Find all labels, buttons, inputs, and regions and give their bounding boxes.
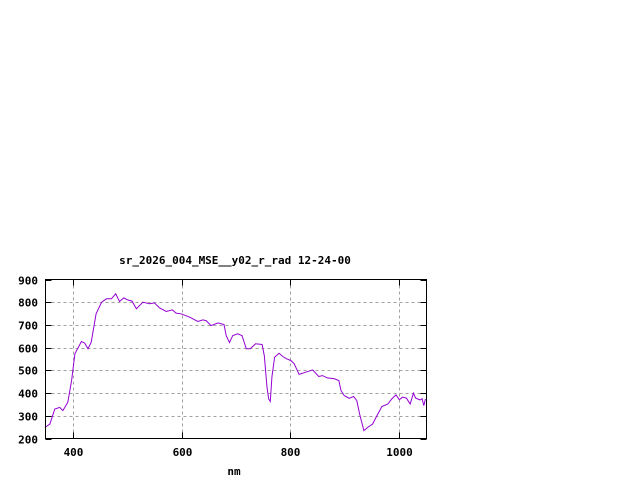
y-tick-label: 600 [18,343,38,356]
y-tick-label: 900 [18,275,38,288]
y-tick-label: 700 [18,320,38,333]
chart-title: sr_2026_004_MSE__y02_r_rad 12-24-00 [119,254,351,267]
x-tick-label: 400 [64,446,84,459]
x-axis-label: nm [227,465,241,478]
y-tick-label: 400 [18,388,38,401]
x-tick-label: 600 [173,446,193,459]
x-tick-label: 800 [281,446,301,459]
grid [45,279,427,439]
y-tick-label: 300 [18,411,38,424]
y-tick-label: 800 [18,297,38,310]
plot-frame [45,279,427,439]
y-tick-label: 200 [18,434,38,447]
y-tick-label: 500 [18,365,38,378]
x-tick-label: 1000 [386,446,413,459]
series-line [44,292,426,432]
ticks: 200 300 400 500 600 700 800 900 400 600 800 1000 [18,275,427,459]
